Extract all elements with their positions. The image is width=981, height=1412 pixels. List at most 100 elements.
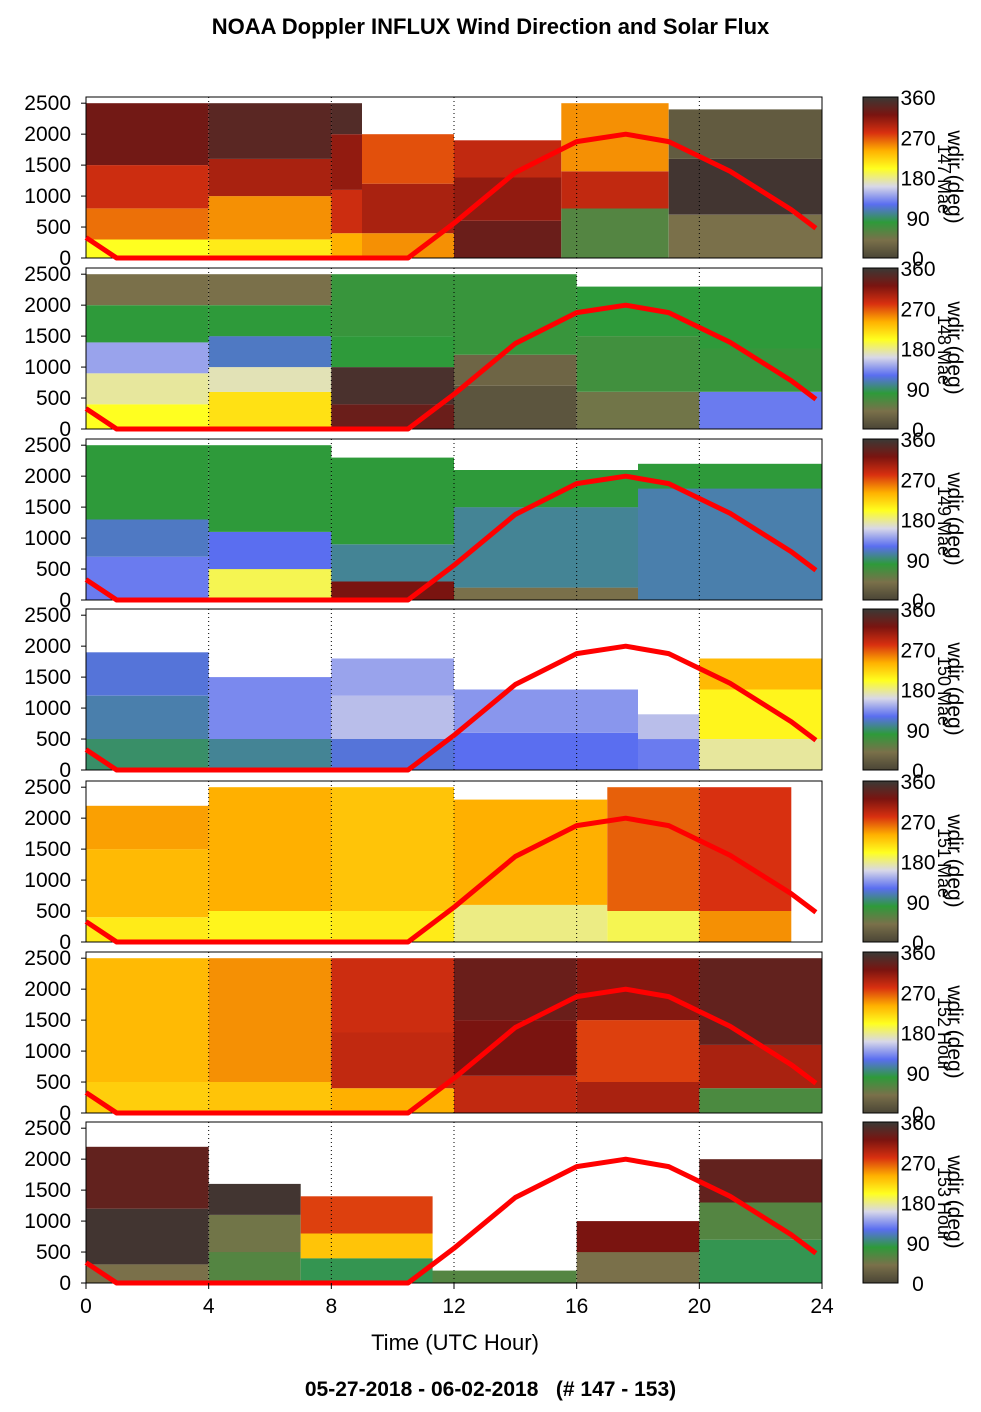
heatmap-cell	[454, 587, 638, 600]
colorbar-tick-label: 360	[900, 87, 935, 110]
colorbar-label: wdir (deg)	[943, 984, 966, 1078]
solar-flux-line	[84, 815, 818, 945]
x-tick-label: 8	[325, 1295, 337, 1318]
heatmap-cell	[300, 1233, 433, 1259]
heatmap-cell	[454, 904, 608, 942]
solar-flux-line	[84, 643, 818, 773]
heatmap-cell	[331, 695, 454, 739]
heatmap-cell	[699, 391, 822, 429]
y-tick-label: 500	[36, 1071, 71, 1094]
heatmap-cell	[208, 677, 332, 739]
heatmap-4	[86, 652, 822, 770]
plot-frame	[85, 267, 823, 430]
heatmap-cell	[668, 109, 822, 159]
y-tick-label: 2500	[24, 604, 71, 627]
colorbar-tick-label: 180	[900, 339, 935, 362]
colorbar-day-label: 147 Mae	[934, 144, 954, 214]
y-tick-label: 0	[59, 418, 71, 441]
y-tick-label: 500	[36, 728, 71, 751]
colorbar-tick-label: 0	[912, 932, 924, 955]
colorbar-tick-label: 180	[900, 852, 935, 875]
colorbar-tick-label: 180	[900, 680, 935, 703]
heatmap-cell	[699, 1159, 822, 1203]
solar-flux-line	[84, 986, 818, 1116]
panel-1: 0 500 1000 1500 2000 2500 0 90 180 270 360 147 Maew…	[24, 87, 966, 271]
heatmap-cell	[638, 739, 700, 770]
heatmap-cell	[454, 177, 562, 221]
colorbar-tick-label: 0	[912, 248, 924, 271]
plot-frame	[85, 438, 823, 601]
heatmap-5	[86, 787, 792, 942]
colorbar-tick-label: 360	[900, 258, 935, 281]
heatmap-cell	[576, 1020, 700, 1082]
heatmap-cell	[86, 849, 209, 918]
heatmap-cell	[208, 1082, 332, 1113]
heatmap-cell	[699, 658, 822, 690]
colorbar-tick-label: 270	[900, 298, 935, 321]
colorbar-tick-label: 180	[900, 1193, 935, 1216]
x-axis-label: Time (UTC Hour)	[371, 1330, 539, 1355]
heatmap-cell	[331, 581, 454, 600]
heatmap-1	[86, 103, 822, 258]
heatmap-cell	[607, 911, 700, 942]
heatmap-cell	[331, 274, 454, 337]
heatmap-cell	[208, 274, 332, 306]
heatmap-cell	[86, 1146, 209, 1209]
heatmap-cell	[208, 158, 332, 197]
colorbar-day-label: 153 Hour	[934, 1167, 954, 1241]
heatmap-cell	[208, 958, 332, 1082]
heatmap-cell	[208, 1214, 301, 1253]
heatmap-cell	[331, 544, 454, 582]
heatmap-cell	[86, 165, 209, 209]
y-tick-label: 2500	[24, 1117, 71, 1140]
heatmap-cell	[331, 336, 454, 368]
x-tick-label: 12	[442, 1295, 465, 1318]
heatmap-cell	[362, 134, 454, 184]
colorbar-tick-label: 360	[900, 942, 935, 965]
colorbar-tick-label: 360	[900, 1112, 935, 1135]
colorbar-label: wdir (deg)	[943, 813, 966, 907]
heatmap-cell	[86, 305, 209, 343]
heatmap-cell	[699, 911, 792, 942]
colorbar	[862, 96, 899, 259]
y-tick-label: 1500	[24, 496, 71, 519]
x-tick-label: 20	[688, 1295, 711, 1318]
heatmap-cell	[331, 134, 362, 190]
heatmap-cell	[208, 196, 332, 240]
heatmap-cell	[699, 1044, 822, 1089]
colorbar	[862, 267, 899, 430]
y-tick-label: 2500	[24, 947, 71, 970]
heatmap-cell	[331, 739, 454, 770]
colorbar-label: wdir (deg)	[943, 641, 966, 735]
colorbar-tick-label: 270	[900, 639, 935, 662]
y-tick-label: 1000	[24, 1040, 71, 1063]
y-tick-label: 0	[59, 759, 71, 782]
y-tick-label: 0	[59, 931, 71, 954]
heatmap-cell	[208, 1252, 301, 1283]
heatmap-cell	[607, 787, 700, 911]
heatmap-cell	[699, 1202, 822, 1240]
colorbar-tick-label: 360	[900, 429, 935, 452]
colorbar-tick-label: 0	[912, 1273, 924, 1296]
heatmap-6	[86, 958, 822, 1113]
colorbar-tick-label: 360	[900, 771, 935, 794]
panel-4: 0 500 1000 1500 2000 2500 0 90 180 270 360 150 Maew…	[24, 599, 966, 783]
colorbar-day-label: 151 Mae	[934, 828, 954, 898]
y-tick-label: 500	[36, 1241, 71, 1264]
panel-7: 0 500 1000 1500 2000 2500 0 90 180 270 360 153 Hour…	[24, 1112, 966, 1296]
colorbar-tick-label: 270	[900, 1152, 935, 1175]
y-tick-label: 0	[59, 1272, 71, 1295]
heatmap-cell	[454, 958, 577, 1021]
colorbar-tick-label: 90	[906, 1233, 929, 1256]
heatmap-cell	[86, 695, 209, 739]
plot-frame	[85, 96, 823, 259]
x-tick-label: 16	[565, 1295, 588, 1318]
panel-5: 0 500 1000 1500 2000 2500 0 90 180 270 360 151 Maew…	[24, 771, 966, 955]
colorbar-tick-label: 180	[900, 510, 935, 533]
heatmap-cell	[668, 158, 822, 215]
heatmap-cell	[208, 911, 332, 942]
heatmap-cell	[331, 1032, 454, 1089]
colorbar-label: wdir (deg)	[943, 471, 966, 565]
y-tick-label: 500	[36, 216, 71, 239]
